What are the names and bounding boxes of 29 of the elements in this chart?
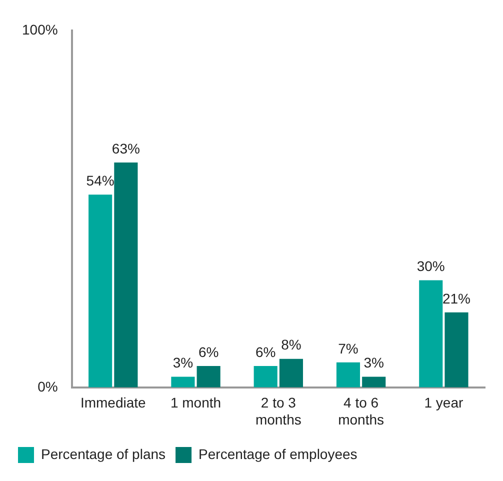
x-tick-label: 1 month xyxy=(170,394,222,411)
bar xyxy=(171,376,195,388)
bar xyxy=(196,366,220,388)
data-label: 30% xyxy=(416,258,445,274)
data-label: 8% xyxy=(281,336,302,353)
bar xyxy=(88,194,112,388)
data-label: 6% xyxy=(198,344,219,360)
bar xyxy=(279,358,303,388)
data-label: 54% xyxy=(86,172,114,188)
bar xyxy=(419,280,443,388)
bar xyxy=(254,366,278,388)
bar xyxy=(114,162,138,388)
y-tick-label: 0% xyxy=(38,378,58,394)
data-label: 63% xyxy=(112,140,140,156)
y-tick-label: 100% xyxy=(22,21,58,38)
legend-label: Percentage of employees xyxy=(198,446,358,462)
x-tick-label: Immediate xyxy=(80,394,146,411)
bar xyxy=(444,312,468,388)
x-tick-label: 2 to 3 months xyxy=(255,394,302,428)
data-label: 21% xyxy=(442,290,471,306)
data-label: 3% xyxy=(172,354,194,371)
x-tick-label: 4 to 6 months xyxy=(338,394,384,428)
legend-label: Percentage of plans xyxy=(41,446,166,462)
x-tick-label: 1 year xyxy=(424,394,464,411)
bar xyxy=(336,362,360,388)
data-label: 7% xyxy=(338,340,358,356)
data-label: 3% xyxy=(364,354,384,371)
data-label: 6% xyxy=(255,344,276,360)
bar xyxy=(362,376,386,388)
